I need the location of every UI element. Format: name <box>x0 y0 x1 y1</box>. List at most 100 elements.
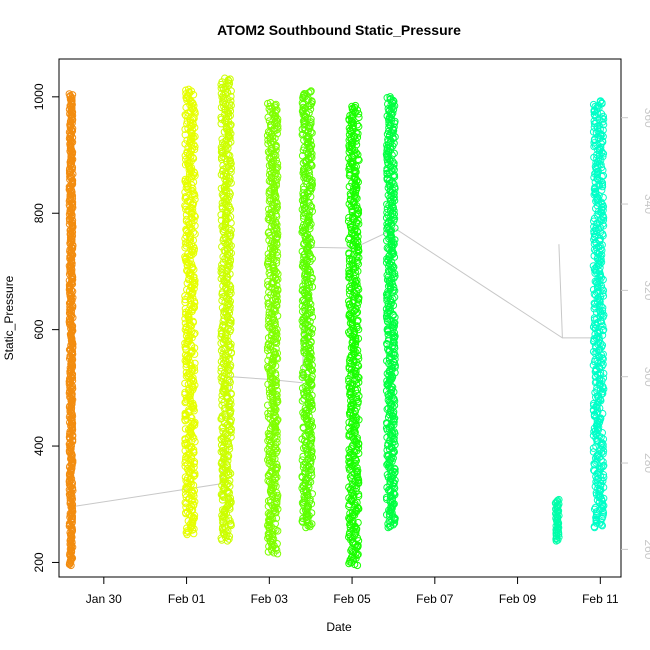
data-point <box>188 526 197 534</box>
data-point <box>182 483 190 491</box>
data-point <box>389 358 398 366</box>
data-point <box>191 192 199 200</box>
data-point <box>354 325 363 334</box>
data-point <box>299 212 308 220</box>
data-point <box>390 319 398 328</box>
data-point <box>268 355 277 364</box>
data-point <box>384 523 392 532</box>
data-point <box>591 111 599 120</box>
data-point <box>301 304 309 312</box>
data-point <box>186 428 194 437</box>
data-point <box>307 128 315 136</box>
series-2 <box>181 85 199 539</box>
x-tick-label: Jan 30 <box>86 592 122 606</box>
data-point <box>553 517 561 525</box>
data-point <box>390 435 398 443</box>
data-point <box>181 379 189 388</box>
data-point <box>590 523 599 532</box>
data-point <box>181 161 190 169</box>
data-point <box>272 202 281 211</box>
data-point <box>65 560 74 569</box>
data-point <box>553 503 562 511</box>
data-point <box>598 522 606 530</box>
data-point <box>305 222 314 230</box>
data-point <box>349 315 357 324</box>
data-point <box>386 522 394 531</box>
data-point <box>302 170 310 178</box>
data-point <box>270 124 278 132</box>
data-point <box>390 480 398 488</box>
data-point <box>225 489 233 498</box>
x-tick-label: Feb 01 <box>168 592 206 606</box>
data-point <box>598 182 607 191</box>
data-point <box>271 318 279 326</box>
data-point <box>271 423 279 431</box>
data-point <box>354 399 362 407</box>
y-tick-label: 200 <box>32 552 46 572</box>
data-point <box>354 550 362 559</box>
data-point <box>298 373 307 381</box>
data-point <box>345 213 353 222</box>
data-point <box>183 258 191 266</box>
y-axis-label: Static_Pressure <box>2 275 16 360</box>
x-tick-label: Feb 05 <box>333 592 371 606</box>
data-point <box>181 458 189 467</box>
data-point <box>299 322 307 330</box>
data-point <box>346 145 354 154</box>
data-point <box>218 496 227 504</box>
data-point <box>273 550 282 558</box>
data-point <box>225 535 233 543</box>
data-point <box>554 536 562 544</box>
series-5 <box>298 87 317 532</box>
data-point <box>272 146 280 154</box>
data-point <box>345 463 353 471</box>
data-point <box>219 387 227 396</box>
data-point <box>593 384 601 392</box>
plot-area <box>65 74 608 570</box>
data-point <box>301 335 309 343</box>
data-point <box>599 286 608 295</box>
data-point <box>552 537 560 545</box>
data-point <box>386 478 395 486</box>
data-point <box>66 537 74 545</box>
data-point <box>227 138 235 146</box>
data-point <box>353 308 362 316</box>
data-point <box>272 514 281 522</box>
data-point <box>306 522 314 531</box>
series-6 <box>344 101 363 570</box>
data-point <box>347 496 355 504</box>
series-4 <box>263 99 282 558</box>
data-point <box>303 505 311 513</box>
data-point <box>182 242 190 250</box>
data-point <box>391 516 399 524</box>
data-point <box>345 131 354 139</box>
data-point <box>353 211 361 219</box>
chart-title: ATOM2 Southbound Static_Pressure <box>217 22 461 38</box>
data-point <box>68 275 76 283</box>
y2-tick-label: 260 <box>642 539 650 559</box>
data-point <box>226 320 234 328</box>
data-point <box>590 305 598 313</box>
data-point <box>345 270 353 278</box>
data-point <box>264 413 273 421</box>
data-point <box>182 360 191 368</box>
data-point <box>299 518 307 526</box>
data-point <box>305 290 313 298</box>
data-point <box>599 447 608 455</box>
data-point <box>220 526 228 534</box>
data-point <box>354 233 362 241</box>
data-point <box>217 148 226 156</box>
data-point <box>355 378 363 387</box>
data-point <box>300 121 308 129</box>
data-point <box>265 436 274 444</box>
data-point <box>181 315 189 323</box>
data-point <box>384 473 393 482</box>
data-point <box>594 101 603 110</box>
data-point <box>591 427 600 435</box>
data-point <box>391 491 399 499</box>
data-point <box>227 289 235 297</box>
data-point <box>227 164 236 173</box>
y2-tick-label: 340 <box>642 194 650 214</box>
data-point <box>302 523 310 532</box>
y-tick-label: 600 <box>32 319 46 339</box>
